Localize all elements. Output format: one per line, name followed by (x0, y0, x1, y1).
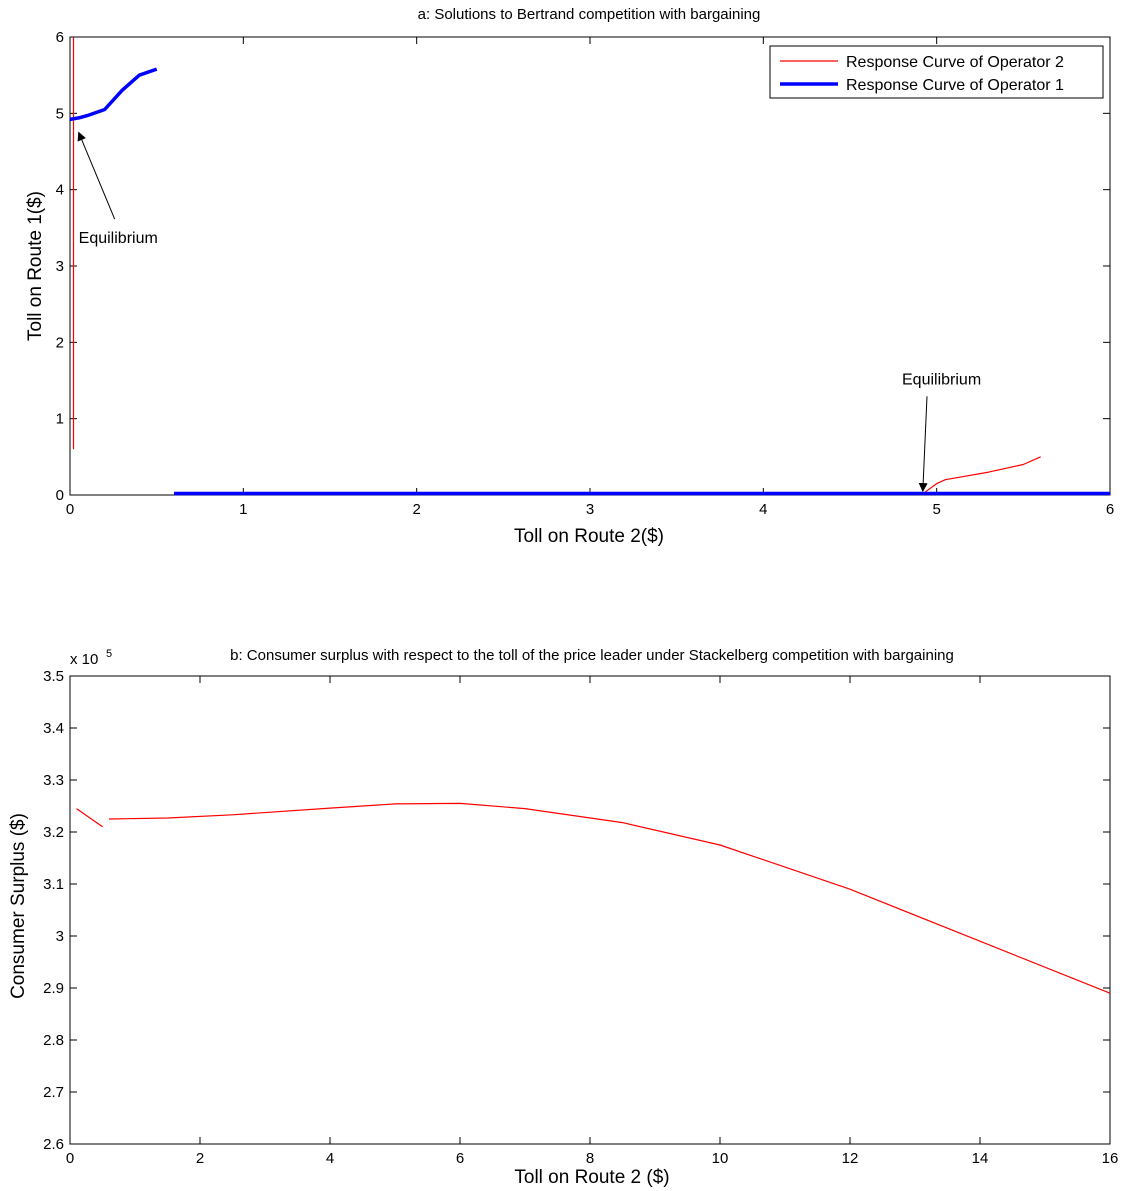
annotation-arrow (77, 131, 116, 220)
x-tick-label: 0 (66, 501, 74, 518)
scale-factor-base: x 10 (70, 651, 98, 668)
legend-label-operator-1: Response Curve of Operator 1 (846, 77, 1064, 94)
scale-factor-exponent: 5 (106, 648, 112, 660)
y-tick-label: 2 (56, 334, 64, 351)
series-0-line-segment-1 (922, 456, 1041, 496)
chart-a-annotations: Equilibrium Equilibrium (77, 131, 981, 493)
x-tick-label: 12 (842, 1150, 859, 1167)
chart-a-title: a: Solutions to Bertrand competition wit… (418, 6, 761, 23)
chart-a-x-axis-label: Toll on Route 2($) (514, 526, 664, 547)
y-tick-label: 3.4 (43, 720, 64, 737)
chart-a-series (69, 37, 1110, 496)
y-tick-label: 2.6 (43, 1136, 64, 1153)
x-tick-label: 2 (412, 501, 420, 518)
x-tick-label: 0 (66, 1150, 74, 1167)
y-tick-label: 3.5 (43, 668, 64, 685)
y-tick-label: 2.7 (43, 1084, 64, 1101)
y-tick-label: 3.3 (43, 772, 64, 789)
annotation-arrow (918, 396, 928, 493)
chart-b-series (76, 802, 1111, 994)
chart-a-ticks: 0 1 2 3 4 5 6 0 1 2 3 4 5 6 (56, 29, 1115, 518)
y-tick-label: 3.1 (43, 876, 64, 893)
legend-label-operator-2: Response Curve of Operator 2 (846, 54, 1064, 71)
chart-a-y-axis-label: Toll on Route 1($) (25, 191, 46, 341)
chart-b: b: Consumer surplus with respect to the … (8, 647, 1118, 1188)
y-tick-label: 4 (56, 182, 64, 199)
y-tick-label: 5 (56, 105, 64, 122)
chart-b-title: b: Consumer surplus with respect to the … (230, 647, 954, 664)
x-tick-label: 1 (239, 501, 247, 518)
x-tick-label: 16 (1102, 1150, 1119, 1167)
x-tick-label: 6 (1106, 501, 1114, 518)
series-0-line-segment-0 (76, 808, 103, 828)
series-0-line-segment-1 (108, 802, 1111, 994)
chart-b-x-axis-label: Toll on Route 2 ($) (514, 1167, 669, 1188)
annotation-label: Equilibrium (902, 371, 981, 388)
chart-a-plot-area (69, 36, 1111, 496)
series-1-line-segment-0 (69, 67, 158, 122)
x-tick-label: 6 (456, 1150, 464, 1167)
x-tick-label: 8 (586, 1150, 594, 1167)
chart-b-y-axis-label: Consumer Surplus ($) (8, 813, 29, 999)
chart-a: a: Solutions to Bertrand competition wit… (25, 6, 1114, 547)
chart-b-ticks: 0 2 4 6 8 10 12 14 16 2.6 2.7 2.8 2.9 3 3.1 3.2 3.3 3.4 3.… (43, 668, 1118, 1167)
annotation-label: Equilibrium (79, 230, 158, 247)
y-tick-label: 2.9 (43, 980, 64, 997)
y-tick-label: 3 (56, 928, 64, 945)
x-tick-label: 4 (759, 501, 767, 518)
y-tick-label: 3 (56, 258, 64, 275)
x-tick-label: 14 (972, 1150, 989, 1167)
y-tick-label: 6 (56, 29, 64, 46)
x-tick-label: 2 (196, 1150, 204, 1167)
y-tick-label: 3.2 (43, 824, 64, 841)
chart-b-plot-area (69, 675, 1111, 1145)
chart-b-scale-factor: x 10 5 (70, 648, 112, 668)
x-tick-label: 3 (586, 501, 594, 518)
y-tick-label: 1 (56, 411, 64, 428)
chart-a-legend: Response Curve of Operator 2 Response Cu… (769, 45, 1104, 99)
legend-box (769, 45, 1104, 99)
y-tick-label: 0 (56, 487, 64, 504)
x-tick-label: 4 (326, 1150, 334, 1167)
x-tick-label: 5 (932, 501, 940, 518)
y-tick-label: 2.8 (43, 1032, 64, 1049)
x-tick-label: 10 (712, 1150, 729, 1167)
